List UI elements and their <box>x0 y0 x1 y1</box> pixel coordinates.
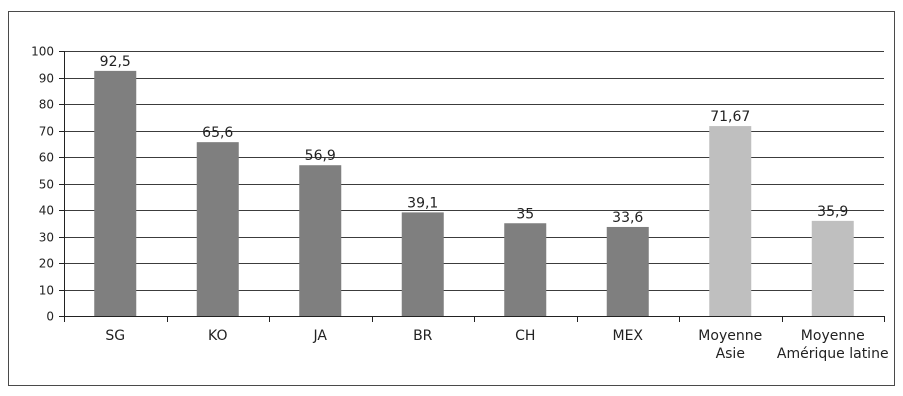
bar <box>401 212 444 316</box>
y-tick-label: 70 <box>39 125 54 139</box>
y-tick-label: 30 <box>39 231 54 245</box>
y-tick-label: 20 <box>39 257 54 271</box>
x-category-label: SG <box>105 328 125 344</box>
bar <box>94 70 137 316</box>
chart-frame <box>8 11 895 386</box>
x-category-label: Asie <box>716 346 745 362</box>
y-tick-label: 10 <box>39 284 54 298</box>
y-tick-label: 60 <box>39 151 54 165</box>
y-tick-label: 100 <box>31 45 54 59</box>
x-category-label: KO <box>208 328 227 344</box>
x-category-label: Amérique latine <box>777 346 889 362</box>
data-label: 71,67 <box>710 109 750 125</box>
x-category-label: Moyenne <box>698 328 762 344</box>
bar <box>709 126 752 317</box>
bar <box>811 220 854 316</box>
x-category-label: Moyenne <box>801 328 865 344</box>
x-category-label: BR <box>413 328 433 344</box>
x-category-label: JA <box>313 328 328 344</box>
y-tick-label: 40 <box>39 204 54 218</box>
x-category-label: CH <box>515 328 535 344</box>
data-label: 39,1 <box>407 195 438 211</box>
y-tick-label: 0 <box>46 310 54 324</box>
data-label: 35 <box>516 206 534 222</box>
bar <box>299 165 342 316</box>
bar <box>196 142 239 316</box>
data-label: 92,5 <box>100 54 131 70</box>
data-label: 56,9 <box>305 148 336 164</box>
data-label: 35,9 <box>817 204 848 220</box>
data-label: 33,6 <box>612 210 643 226</box>
y-tick-label: 80 <box>39 98 54 112</box>
y-tick-label: 50 <box>39 178 54 192</box>
bar <box>606 226 649 316</box>
data-label: 65,6 <box>202 125 233 141</box>
y-tick-label: 90 <box>39 72 54 86</box>
bar <box>504 223 547 316</box>
x-category-label: MEX <box>612 328 643 344</box>
